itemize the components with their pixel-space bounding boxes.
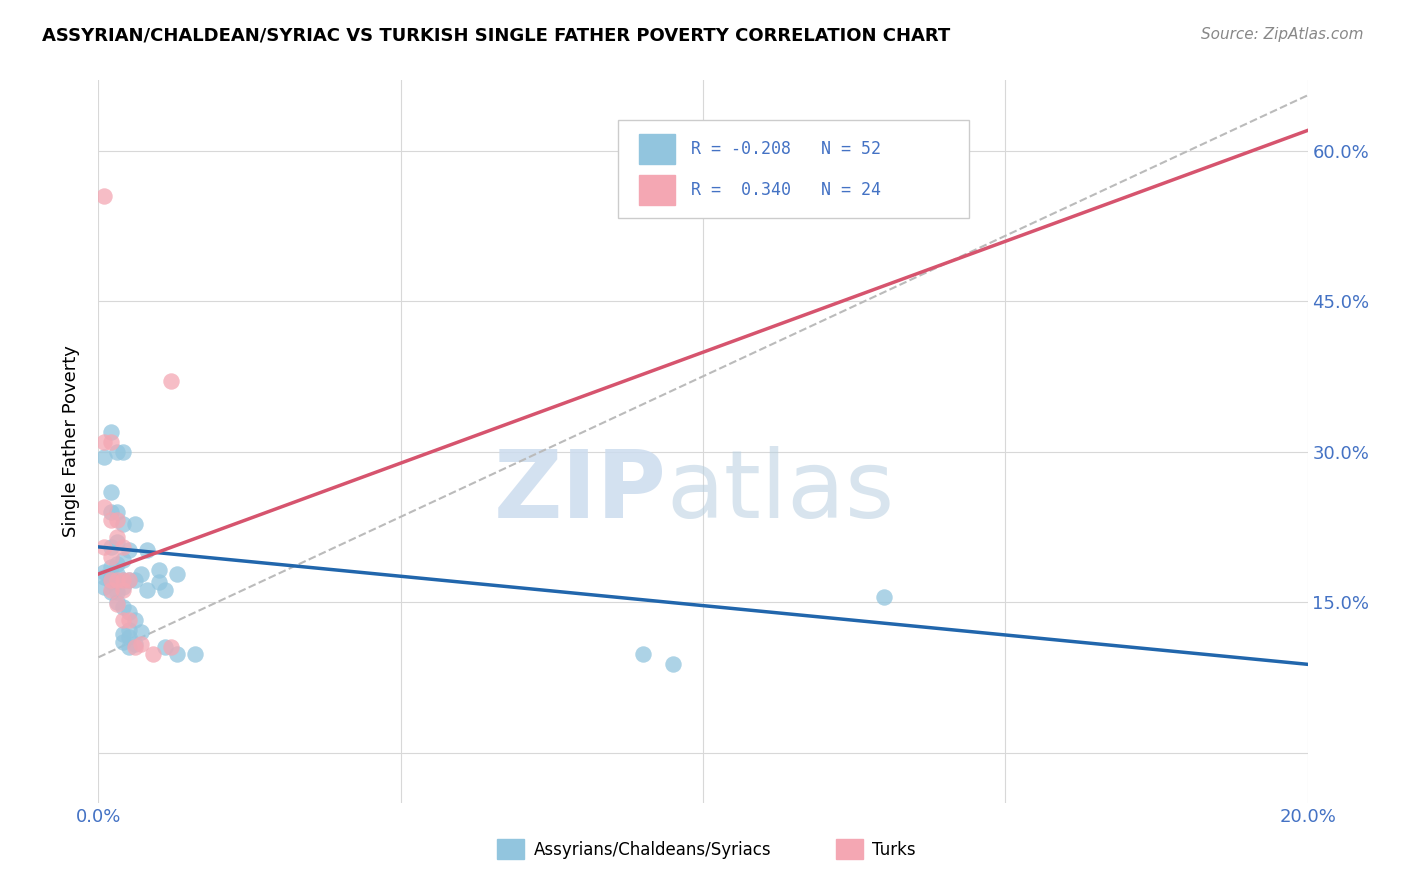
Point [111,573,134,587]
Point [105,530,128,544]
Point [100,560,122,574]
Point [105,585,128,599]
Point [105,575,128,590]
Point [111,627,134,641]
Point [124,573,146,587]
Text: R =  0.340   N = 24: R = 0.340 N = 24 [690,180,882,199]
Point [118,573,141,587]
Point [100,513,122,527]
FancyBboxPatch shape [619,120,969,218]
Point [100,484,122,499]
Point [93,580,115,594]
Point [129,637,152,651]
Text: ZIP: ZIP [494,446,666,538]
Point [100,573,122,587]
Point [118,640,141,655]
Point [105,444,128,458]
Y-axis label: Single Father Poverty: Single Father Poverty [62,345,80,538]
Point [661,657,683,672]
Bar [638,134,675,164]
Point [100,583,122,598]
Point [153,583,176,598]
Point [93,450,115,464]
Point [166,567,188,582]
Point [100,505,122,519]
Point [111,553,134,567]
Point [111,516,134,531]
Point [118,605,141,619]
Point [100,570,122,584]
Text: Turks: Turks [872,841,915,859]
Point [148,563,170,577]
Point [100,585,122,599]
Point [135,542,157,557]
Point [124,637,146,651]
Point [129,625,152,640]
Text: R = -0.208   N = 52: R = -0.208 N = 52 [690,140,882,158]
Point [93,570,115,584]
Point [93,540,115,554]
Point [135,583,157,598]
Point [148,575,170,590]
Bar [638,175,675,205]
Point [93,188,115,202]
Point [160,640,183,655]
Point [93,500,115,514]
Point [124,640,146,655]
Point [111,540,134,554]
Point [111,580,134,594]
Point [118,630,141,644]
Point [111,583,134,598]
Bar [498,838,524,859]
Point [166,648,188,662]
Point [142,648,165,662]
Point [105,535,128,549]
Point [105,595,128,609]
Point [124,516,146,531]
Text: Source: ZipAtlas.com: Source: ZipAtlas.com [1201,27,1364,42]
Bar [837,838,863,859]
Point [111,444,134,458]
Point [153,640,176,655]
Point [111,573,134,587]
Point [105,567,128,582]
Point [105,513,128,527]
Point [111,600,134,615]
Text: ASSYRIAN/CHALDEAN/SYRIAC VS TURKISH SINGLE FATHER POVERTY CORRELATION CHART: ASSYRIAN/CHALDEAN/SYRIAC VS TURKISH SING… [42,27,950,45]
Point [105,573,128,587]
Point [118,573,141,587]
Point [93,565,115,579]
Point [100,434,122,449]
Point [118,613,141,627]
Point [100,425,122,439]
Point [118,623,141,637]
Text: atlas: atlas [666,446,896,538]
Point [100,540,122,554]
Point [111,635,134,649]
Point [105,557,128,571]
Point [160,375,183,389]
Point [100,575,122,590]
Point [129,567,152,582]
Point [105,597,128,611]
Point [100,549,122,564]
Point [111,613,134,627]
Text: Assyrians/Chaldeans/Syriacs: Assyrians/Chaldeans/Syriacs [534,841,772,859]
Point [184,648,207,662]
Point [93,434,115,449]
Point [105,505,128,519]
Point [631,648,654,662]
Point [118,542,141,557]
Point [873,590,896,604]
Point [124,613,146,627]
